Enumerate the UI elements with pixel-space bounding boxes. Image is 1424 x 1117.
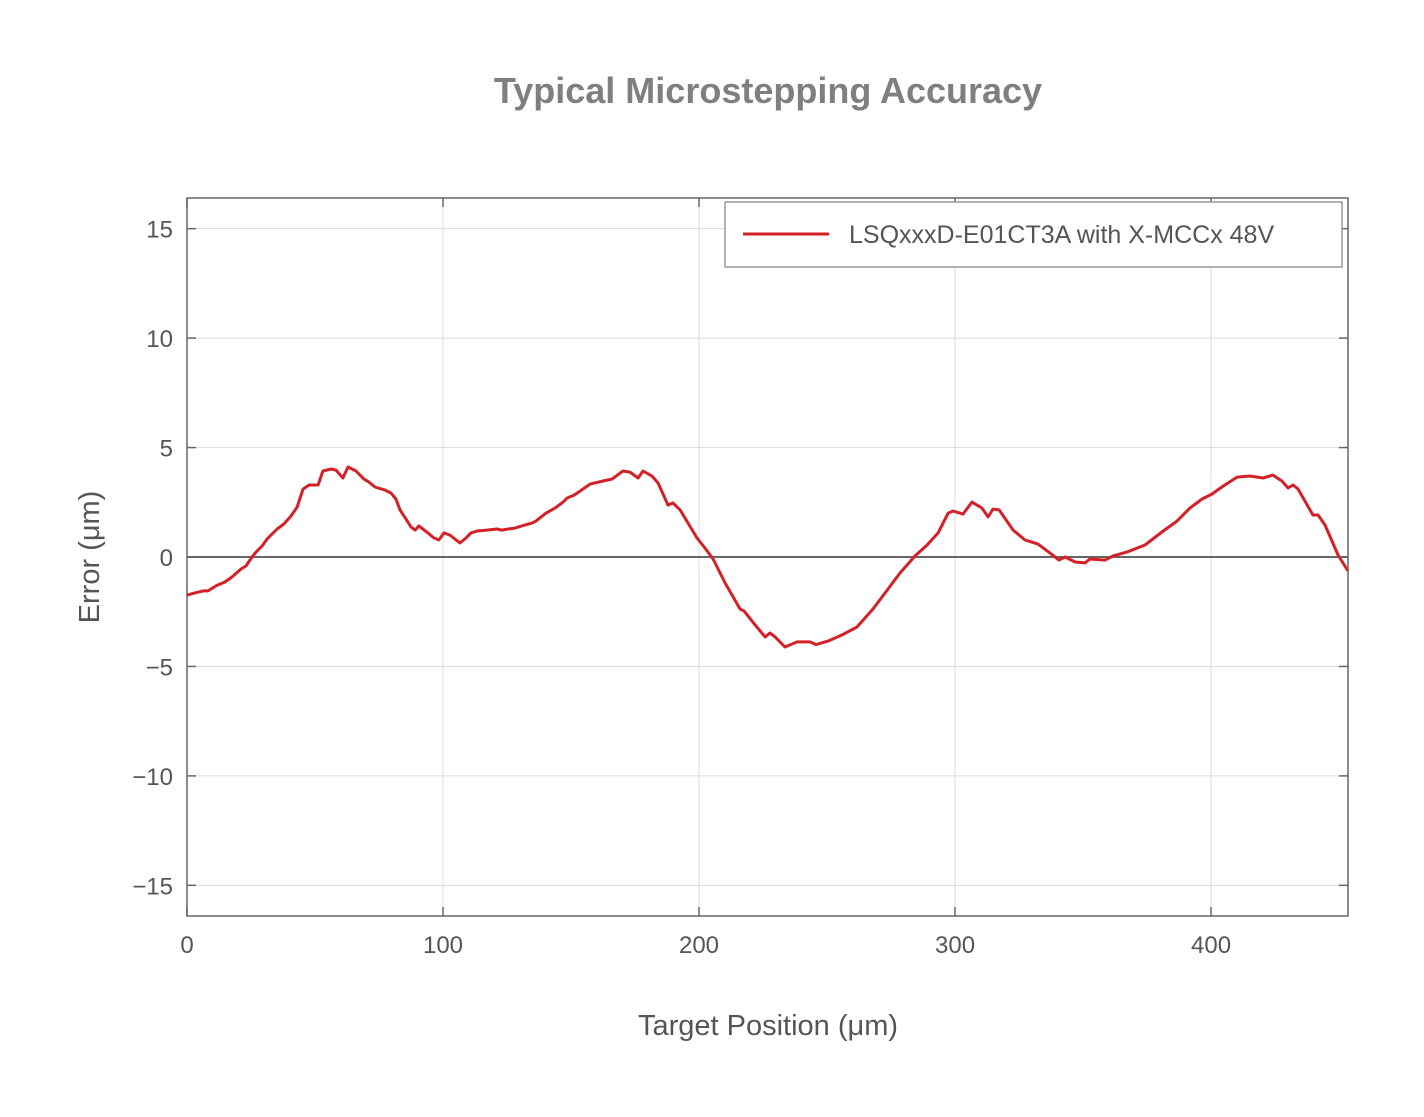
- x-tick-label: 300: [935, 932, 975, 959]
- x-tick-label: 200: [679, 932, 719, 959]
- x-tick-label: 100: [423, 932, 463, 959]
- legend: LSQxxxD-E01CT3A with X-MCCx 48V: [724, 201, 1343, 268]
- series-line: [186, 465, 1350, 649]
- x-axis-label: Target Position (μm): [638, 1010, 898, 1042]
- series-layer: [186, 465, 1350, 649]
- y-tick-label: −15: [132, 873, 173, 900]
- x-tick-label: 0: [180, 932, 193, 959]
- y-tick-label: 15: [146, 217, 173, 244]
- ticks: 0 100 200 300 400 15 10 5 0 −5 −10 −15: [132, 198, 1348, 959]
- y-tick-label: −5: [146, 654, 173, 681]
- y-tick-label: −10: [132, 764, 173, 791]
- y-tick-label: 10: [146, 326, 173, 353]
- y-axis-label: Error (μm): [74, 491, 106, 624]
- x-tick-label: 400: [1191, 932, 1231, 959]
- legend-label: LSQxxxD-E01CT3A with X-MCCx 48V: [849, 221, 1274, 249]
- y-tick-label: 5: [160, 436, 173, 463]
- chart-title: Typical Microstepping Accuracy: [494, 70, 1042, 111]
- y-tick-label: 0: [160, 545, 173, 572]
